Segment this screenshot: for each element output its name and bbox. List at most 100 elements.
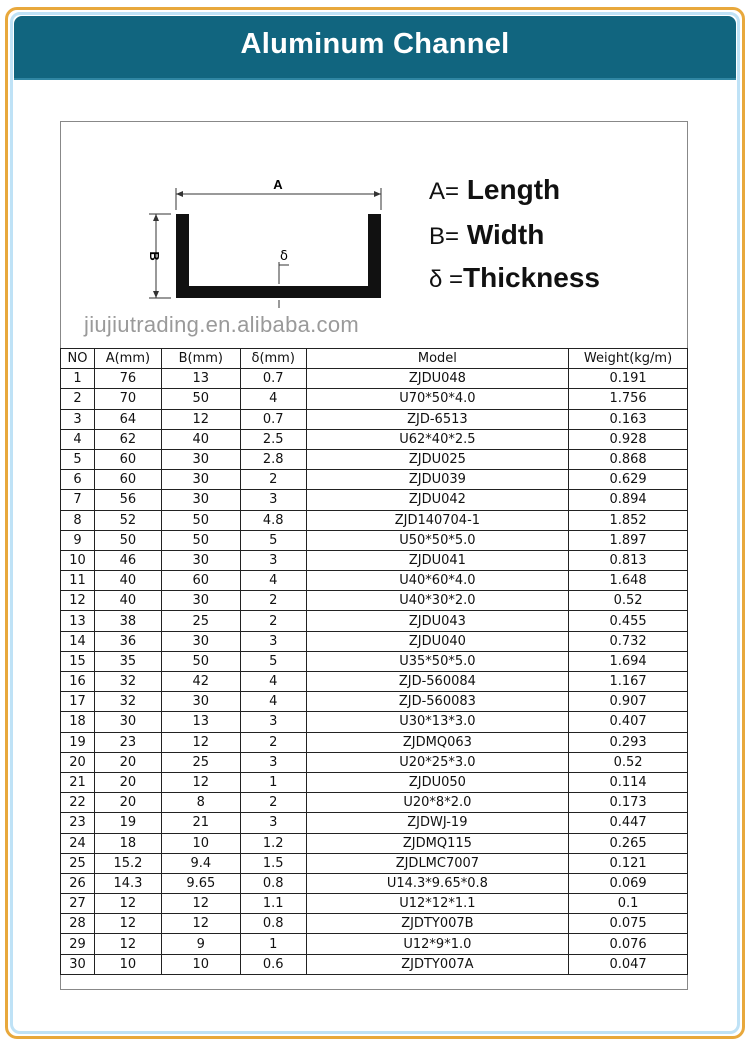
table-cell: 19 [60,731,95,753]
table-cell: ZJDMQ115 [305,832,570,854]
table-row: 21 20 12 1 ZJDU050 0.114 [60,771,688,794]
table-row: 16 32 42 4 ZJD-560084 1.167 [60,670,688,693]
table-cell: 60 [93,469,162,491]
table-row: 5 60 30 2.8 ZJDU025 0.868 [60,448,688,471]
table-cell: 20 [60,751,95,773]
table-cell: ZJD-6513 [305,408,570,430]
table-cell: ZJDU041 [305,549,570,572]
table-cell: 12 [160,893,241,915]
table-cell: 4 [60,428,95,450]
table-cell: 5 [239,650,307,673]
table-cell: U40*60*4.0 [305,570,570,592]
table-cell: 4 [239,691,307,713]
table-cell: ZJDU025 [305,448,570,471]
table-cell: 16 [60,670,95,693]
table-cell: 8 [160,792,241,814]
table-row: 15 35 50 5 U35*50*5.0 1.694 [60,650,688,673]
table-cell: 50 [160,388,241,410]
table-row: 28 12 12 0.8 ZJDTY007B 0.075 [60,913,688,935]
channel-diagram: A B δ A= Length B= Width δ =Thickness [61,122,687,348]
table-cell: 2 [239,469,307,491]
table-cell: 50 [93,529,162,551]
label-a: A [273,177,283,192]
table-cell: ZJD-560083 [305,691,570,713]
table-cell: ZJDU043 [305,610,570,632]
column-header: δ(mm) [239,347,307,370]
table-cell: U12*9*1.0 [305,933,570,955]
table-cell: 5 [239,529,307,551]
table-cell: 2 [239,731,307,753]
column-header: NO [60,347,95,370]
legend-thickness: δ =Thickness [429,262,600,293]
table-cell: 0.1 [568,893,688,915]
table-cell: 12 [93,913,162,935]
table-cell: ZJDU050 [305,771,570,794]
table-cell: 14 [60,630,95,652]
table-cell: 13 [160,711,241,733]
table-cell: 12 [60,590,95,612]
table-cell: 1.167 [568,670,688,693]
table-cell: 21 [60,771,95,794]
table-cell: 8 [60,509,95,531]
table-cell: 1.694 [568,650,688,673]
table-cell: 0.069 [568,872,688,895]
table-cell: 0.047 [568,953,688,975]
table-cell: ZJD-560084 [305,670,570,693]
channel-right-flange [368,214,381,298]
table-cell: 17 [60,691,95,713]
table-cell: 4.8 [239,509,307,531]
table-cell: 3 [239,812,307,834]
table-cell: 28 [60,913,95,935]
table-cell: 0.907 [568,691,688,713]
table-cell: 25 [60,852,95,874]
table-cell: 60 [160,570,241,592]
table-cell: U50*50*5.0 [305,529,570,551]
table-cell: 23 [93,731,162,753]
table-cell: 32 [93,670,162,693]
table-cell: 2 [60,388,95,410]
table-cell: U40*30*2.0 [305,590,570,612]
table-cell: 0.8 [239,872,307,895]
table-cell: 3 [239,711,307,733]
table-cell: 0.163 [568,408,688,430]
table-cell: 0.455 [568,610,688,632]
table-cell: 52 [93,509,162,531]
table-row: 8 52 50 4.8 ZJD140704-1 1.852 [60,509,688,531]
column-header: B(mm) [160,347,241,370]
table-row: 17 32 30 4 ZJD-560083 0.907 [60,691,688,713]
table-cell: 15.2 [93,852,162,874]
table-cell: 2 [239,610,307,632]
table-row: 19 23 12 2 ZJDMQ063 0.293 [60,731,688,753]
table-cell: 12 [93,893,162,915]
table-cell: 10 [93,953,162,975]
table-cell: 0.894 [568,489,688,511]
table-cell: U12*12*1.1 [305,893,570,915]
table-row: 3 64 12 0.7 ZJD-6513 0.163 [60,408,688,430]
table-row: 25 15.2 9.4 1.5 ZJDLMC7007 0.121 [60,852,688,874]
table-cell: 2.8 [239,448,307,471]
table-cell: 30 [160,691,241,713]
table-cell: 0.121 [568,852,688,874]
table-cell: 1 [239,771,307,794]
table-cell: 25 [160,751,241,773]
table-cell: 2.5 [239,428,307,450]
table-cell: ZJDWJ-19 [305,812,570,834]
table-cell: 6 [60,469,95,491]
column-header: A(mm) [93,347,162,370]
table-cell: 12 [160,771,241,794]
table-cell: ZJDTY007B [305,913,570,935]
table-row: 29 12 9 1 U12*9*1.0 0.076 [60,933,688,955]
table-cell: 56 [93,489,162,511]
table-cell: 30 [160,630,241,652]
table-cell: 22 [60,792,95,814]
table-cell: 3 [239,751,307,773]
table-cell: 0.732 [568,630,688,652]
table-cell: 2 [239,590,307,612]
table-cell: 9 [160,933,241,955]
table-header-row: NO A(mm) B(mm) δ(mm) Model Weight(kg/m) [60,347,688,370]
table-row: 26 14.3 9.65 0.8 U14.3*9.65*0.8 0.069 [60,872,688,895]
table-cell: 0.7 [239,408,307,430]
table-cell: 13 [60,610,95,632]
table-row: 7 56 30 3 ZJDU042 0.894 [60,489,688,511]
spec-table: NO A(mm) B(mm) δ(mm) Model Weight(kg/m) 1 76 13… [60,347,688,975]
